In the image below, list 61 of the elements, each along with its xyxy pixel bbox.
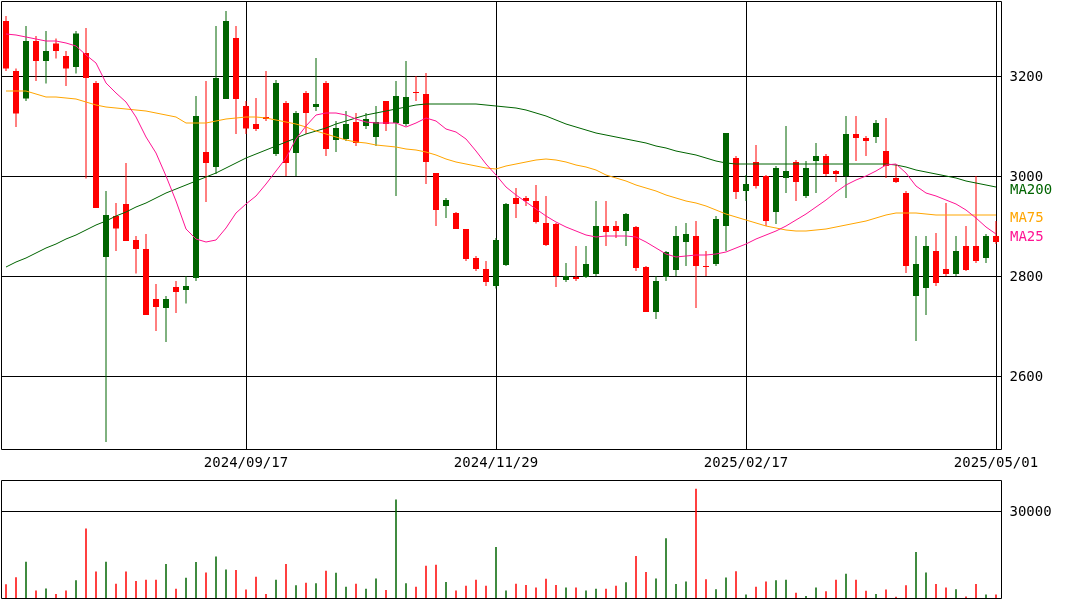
candlestick: [313, 57, 319, 112]
candlestick: [963, 225, 969, 272]
candlestick: [413, 75, 419, 102]
line-series: [5, 90, 997, 232]
x-tick-label: 2024/09/17: [203, 453, 289, 470]
series-label: MA200: [1010, 181, 1053, 197]
candlestick: [683, 222, 689, 267]
candlestick: [483, 260, 489, 287]
candlestick: [983, 233, 989, 264]
candlestick: [163, 295, 169, 343]
candlestick: [533, 184, 539, 224]
candlestick: [133, 235, 139, 274]
candlestick: [353, 112, 359, 147]
candlestick: [783, 125, 789, 194]
candlestick: [793, 159, 799, 202]
x-tick-label: 2025/02/17: [703, 453, 789, 470]
candlestick: [953, 235, 959, 277]
series-label: MA75: [1010, 209, 1044, 225]
candlestick: [173, 280, 179, 314]
candlestick: [253, 97, 259, 132]
candlestick: [703, 250, 709, 277]
candlestick: [63, 50, 69, 87]
candlestick: [853, 115, 859, 162]
y-tick-label: 3200: [1009, 67, 1044, 84]
y-tick-label: 3000: [1009, 167, 1044, 184]
candlestick: [543, 195, 549, 247]
candlestick: [973, 175, 979, 264]
candlestick: [183, 275, 189, 304]
y-tick-label: 30000: [1009, 502, 1052, 519]
y-tick-label: 2600: [1009, 367, 1044, 384]
candlestick: [53, 38, 59, 59]
candlestick: [623, 212, 629, 247]
x-tick-label: 2024/11/29: [453, 453, 539, 470]
candlestick: [833, 169, 839, 183]
candlestick: [863, 135, 869, 157]
candlestick: [753, 144, 759, 189]
candlestick: [943, 202, 949, 277]
candlestick: [113, 202, 119, 252]
x-tick-label: 2025/05/01: [953, 453, 1039, 470]
candlestick: [743, 174, 749, 202]
candlestick: [873, 119, 879, 144]
candlestick: [893, 164, 899, 184]
candlestick: [813, 142, 819, 194]
line-series: [5, 33, 997, 258]
candlestick: [43, 30, 49, 84]
candlestick: [343, 110, 349, 142]
candlestick: [303, 90, 309, 135]
candlestick: [563, 262, 569, 283]
candlestick: [443, 197, 449, 219]
series-label: MA25: [1010, 228, 1044, 244]
candlestick: [613, 220, 619, 239]
candlestick: [573, 245, 579, 282]
candlestick: [603, 200, 609, 247]
candlestick: [153, 283, 159, 332]
candlestick: [33, 35, 39, 82]
candlestick: [513, 187, 519, 219]
y-tick-label: 2800: [1009, 267, 1044, 284]
candlestick: [583, 245, 589, 279]
candlestick: [993, 220, 999, 245]
candlestick: [243, 100, 249, 135]
candlestick: [203, 80, 209, 203]
